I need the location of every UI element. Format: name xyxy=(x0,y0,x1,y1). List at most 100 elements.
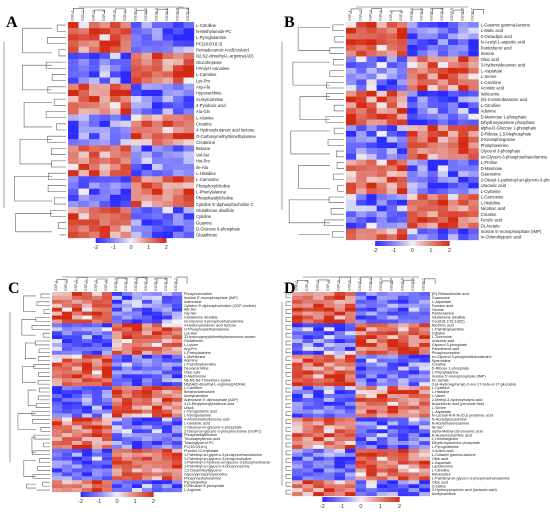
heatmap-cell xyxy=(366,142,377,149)
heatmap-cell xyxy=(334,468,346,473)
heatmap-cell xyxy=(345,409,356,414)
heatmap-cell xyxy=(366,131,377,137)
heatmap-cell xyxy=(437,159,449,166)
heatmap-cell xyxy=(52,488,63,493)
heatmap-cell xyxy=(82,362,93,367)
heatmap-cell xyxy=(89,188,100,195)
heatmap-cell xyxy=(408,319,420,324)
heatmap-cell xyxy=(112,358,123,363)
heatmap-cell xyxy=(132,362,143,367)
heatmap-cell xyxy=(72,358,83,363)
heatmap-cell xyxy=(387,292,399,297)
row-label: 1-Palmitoyl-sn-glycero-3-phosphoethanola… xyxy=(432,476,510,480)
heatmap-cell xyxy=(102,441,113,446)
heatmap-cell xyxy=(366,460,377,465)
heatmap-cell xyxy=(398,484,409,489)
heatmap-cell xyxy=(408,437,420,442)
heatmap-cell xyxy=(397,194,408,200)
heatmap-cell xyxy=(78,40,90,47)
heatmap-cell xyxy=(386,131,398,137)
heatmap-cell xyxy=(417,33,428,40)
heatmap-cell xyxy=(376,390,388,395)
panel-c: C GSF-1 GSF-2 GSF-3 GSF-4 GSF-5 GSF-6 GSSF-1 GS… xyxy=(0,262,280,515)
heatmap-cell xyxy=(345,390,356,395)
heatmap-cell xyxy=(72,315,83,320)
heatmap-cell xyxy=(102,456,113,461)
heatmap-cell xyxy=(387,390,399,395)
heatmap-cell xyxy=(92,390,103,395)
row-label: 1-Stearoyl-sn-glycerol-3-phosphate xyxy=(184,425,242,429)
legend-tick-label: 2 xyxy=(448,248,451,254)
row-label: L-Carnitine xyxy=(481,80,502,85)
heatmap-cell xyxy=(172,484,183,489)
heatmap-cell xyxy=(99,114,111,121)
heatmap-cell xyxy=(92,421,103,426)
heatmap-cell xyxy=(313,386,324,391)
heatmap-cell xyxy=(72,303,83,308)
heatmap-cell xyxy=(162,413,173,418)
row-label: D-Ribose 1-phosphate xyxy=(432,367,469,371)
heatmap-cell xyxy=(458,79,469,86)
heatmap-cell xyxy=(142,350,153,355)
heatmap-cell xyxy=(427,50,438,57)
heatmap-cell xyxy=(172,382,183,387)
heatmap-cell xyxy=(386,73,398,80)
heatmap-cell xyxy=(419,409,430,414)
column-label: GSSF-6 xyxy=(411,278,415,291)
heatmap-cell xyxy=(162,59,174,66)
row-label: L-Pyroglutamine xyxy=(432,445,459,449)
heatmap-cell xyxy=(397,119,408,126)
heatmap-cell xyxy=(102,358,113,363)
heatmap-cell xyxy=(62,433,73,438)
heatmap-cell xyxy=(417,159,428,166)
row-label: 1-Palmitoyl-2-hydroxy-sn-glycero-3-phosp… xyxy=(184,461,270,465)
heatmap-cell xyxy=(112,378,123,383)
heatmap-cell xyxy=(132,468,143,473)
heatmap-cell xyxy=(408,397,420,402)
heatmap-cell xyxy=(468,96,479,103)
heatmap-cell xyxy=(458,165,469,172)
heatmap-cell xyxy=(448,205,459,212)
heatmap-cell xyxy=(152,401,163,406)
heatmap-cell xyxy=(302,472,314,477)
heatmap-cell xyxy=(172,339,183,344)
heatmap-cell xyxy=(62,295,73,300)
heatmap-cell xyxy=(458,33,469,40)
heatmap-cell xyxy=(110,126,121,134)
heatmap-cell xyxy=(132,452,143,457)
heatmap-cell xyxy=(62,417,73,422)
heatmap-cell xyxy=(437,119,449,126)
heatmap-cell xyxy=(398,456,409,461)
heatmap-cell xyxy=(417,79,428,86)
heatmap-cell xyxy=(417,142,428,149)
heatmap-cell xyxy=(387,409,399,414)
heatmap-cell xyxy=(78,231,90,239)
row-label: Taurine xyxy=(432,308,444,312)
heatmap-cell xyxy=(398,425,409,430)
heatmap-cell xyxy=(313,394,324,399)
heatmap-cell xyxy=(376,188,387,195)
heatmap-cell xyxy=(323,390,335,395)
heatmap-cell xyxy=(408,374,420,379)
row-label: Aconitic acid xyxy=(481,86,505,91)
heatmap-cell xyxy=(346,211,357,218)
heatmap-cell xyxy=(292,366,303,371)
heatmap-cell xyxy=(152,65,163,72)
heatmap-cell xyxy=(334,319,346,324)
heatmap-cell xyxy=(141,108,153,115)
heatmap-cell xyxy=(376,22,387,28)
heatmap-cell xyxy=(408,429,420,434)
heatmap-cell xyxy=(152,452,163,457)
heatmap-cell xyxy=(102,327,113,332)
heatmap-cell xyxy=(92,342,103,348)
heatmap-cell xyxy=(132,390,143,395)
heatmap-cell xyxy=(302,327,314,332)
heatmap-cell xyxy=(122,433,133,438)
heatmap-cell xyxy=(323,429,335,434)
heatmap-cell xyxy=(72,295,83,300)
heatmap-cell xyxy=(376,323,388,328)
column-label: GSF-4 xyxy=(326,280,330,291)
heatmap-cell xyxy=(397,136,408,143)
heatmap-cell xyxy=(387,405,399,410)
heatmap-cell xyxy=(468,182,479,189)
